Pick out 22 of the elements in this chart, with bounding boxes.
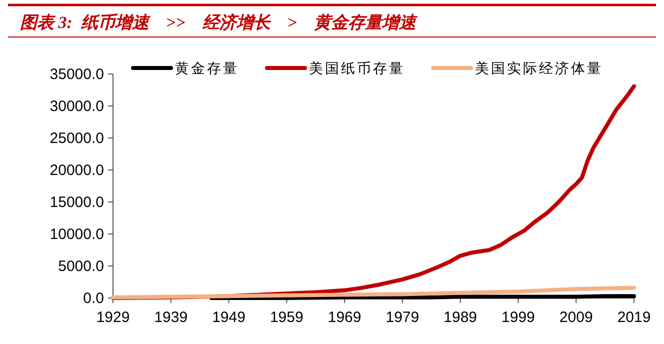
x-tick-label: 1929 [96,309,130,326]
x-tick-label: 2019 [617,309,651,326]
x-tick-label: 1959 [270,309,304,326]
x-tick-label: 1999 [502,309,535,326]
legend-label: 美国实际经济体量 [475,61,603,77]
legend-label: 黄金存量 [175,61,239,77]
y-tick-label: 25000.0 [50,130,104,147]
x-tick-label: 1979 [386,309,420,326]
y-tick-label: 20000.0 [50,162,104,179]
y-tick-label: 30000.0 [50,98,104,115]
y-tick-label: 15000.0 [50,194,104,211]
y-tick-label: 35000.0 [50,66,104,83]
x-tick-label: 2009 [559,309,593,326]
x-tick-label: 1939 [154,309,188,326]
legend-label: 美国纸币存量 [309,61,405,77]
x-tick-label: 1949 [212,309,246,326]
y-tick-label: 10000.0 [50,226,104,243]
x-tick-label: 1969 [328,309,362,326]
y-tick-label: 5000.0 [58,258,104,275]
x-tick-label: 1989 [444,309,478,326]
y-tick-label: 0.0 [83,290,104,307]
chart-title: 图表 3: 纸币增速 >> 经济增长 > 黄金存量增速 [20,13,418,32]
